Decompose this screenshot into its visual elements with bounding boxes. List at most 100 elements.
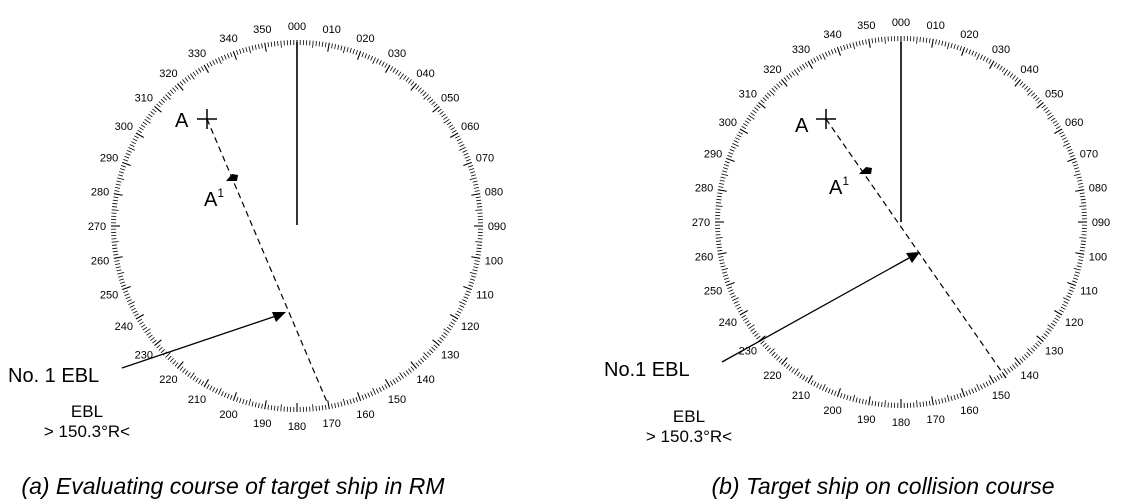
bearing-tick [941,40,944,46]
bearing-tick [405,77,410,82]
bearing-tick [111,209,119,211]
bearing-label: 110 [1080,285,1098,297]
bearing-tick [1062,137,1067,141]
bearing-tick [961,388,966,397]
bearing-label: 120 [1065,317,1083,329]
bearing-label: 070 [1080,149,1098,161]
bearing-label: 280 [695,182,713,194]
bearing-tick [367,392,371,398]
bearing-tick [1045,109,1050,114]
bearing-label: 070 [476,153,494,165]
bearing-tick [476,199,482,202]
ebl-arrowhead [272,312,286,322]
bearing-tick [1014,357,1021,365]
bearing-tick [142,121,148,126]
bearing-tick [739,128,748,134]
bearing-tick [996,375,1000,380]
bearing-tick [1037,340,1042,345]
bearing-tick [944,41,947,47]
bearing-tick [384,384,388,389]
bearing-tick [802,64,806,69]
bearing-tick [996,64,1000,69]
bearing-tick [762,342,767,347]
bearing-tick [162,96,168,101]
bearing-tick [766,347,772,352]
bearing-tick [874,401,877,407]
bearing-tick [1073,173,1081,177]
bearing-tick [783,362,788,367]
bearing-tick [1077,179,1083,182]
bearing-tick [114,186,121,189]
bearing-label: 020 [356,33,374,45]
bearing-tick [334,402,337,409]
bearing-tick [715,202,722,204]
bearing-tick [988,59,992,64]
ebl-pointer-line [721,257,910,363]
bearing-tick [120,284,126,287]
bearing-tick [830,49,834,55]
bearing-tick [267,404,270,410]
bearing-label: 270 [692,217,710,229]
bearing-tick [1063,300,1069,304]
bearing-tick [735,303,740,307]
caption-b: (b) Target ship on collision course [711,473,1054,499]
bearing-tick [771,87,776,93]
bearing-tick [174,85,179,90]
bearing-tick [476,247,482,250]
bearing-tick [226,53,230,59]
bearing-tick [799,373,803,379]
bearing-tick [158,346,163,351]
bearing-tick [861,398,864,405]
bearing-tick [988,380,992,385]
bearing-tick [385,379,391,388]
bearing-tick [1055,314,1061,319]
bearing-tick [119,168,125,171]
bearing-label: 120 [461,321,479,333]
bearing-tick [128,147,135,151]
bearing-tick [716,198,722,201]
bearing-tick [884,400,886,408]
bearing-tick [437,339,442,344]
bearing-tick [1007,368,1011,373]
bearing-tick [726,157,735,162]
bearing-tick [459,301,466,305]
bearing-tick [408,368,412,373]
bearing-tick [721,173,729,177]
bearing-tick [979,54,983,60]
bearing-tick [1009,73,1014,78]
bearing-tick [469,168,475,171]
bearing-tick [852,42,856,50]
bearing-tick [816,56,820,61]
bearing-tick [257,402,260,409]
bearing-tick [139,321,144,325]
panel-b: 000 010 020 030 040 050 060 070 080 090 100 110 120 1… [604,17,1110,499]
bearing-tick [781,357,788,365]
bearing-tick [744,120,750,124]
bearing-tick [925,37,928,43]
bearing-tick [474,190,480,192]
bearing-tick [1003,368,1009,375]
bearing-tick [378,60,382,65]
bearing-tick [451,129,457,134]
bearing-tick [776,83,781,88]
bearing-tick [1063,140,1069,144]
bearing-tick [112,199,118,202]
bearing-label: 330 [792,44,810,56]
bearing-tick [756,335,761,340]
bearing-tick [245,399,248,405]
bearing-tick [167,91,172,97]
bearing-tick [232,51,237,60]
bearing-tick [1052,320,1058,324]
bearing-tick [807,60,813,69]
bearing-tick [135,314,144,320]
bearing-tick [1074,170,1080,173]
bearing-tick [1047,112,1052,116]
bearing-tick [769,348,775,354]
bearing-tick [399,73,405,80]
bearing-tick [733,300,739,304]
bearing-tick [843,394,846,400]
bearing-tick [989,60,995,69]
bearing-label: 100 [1089,252,1107,264]
bearing-label: 090 [488,221,506,233]
bearing-tick [397,375,402,381]
